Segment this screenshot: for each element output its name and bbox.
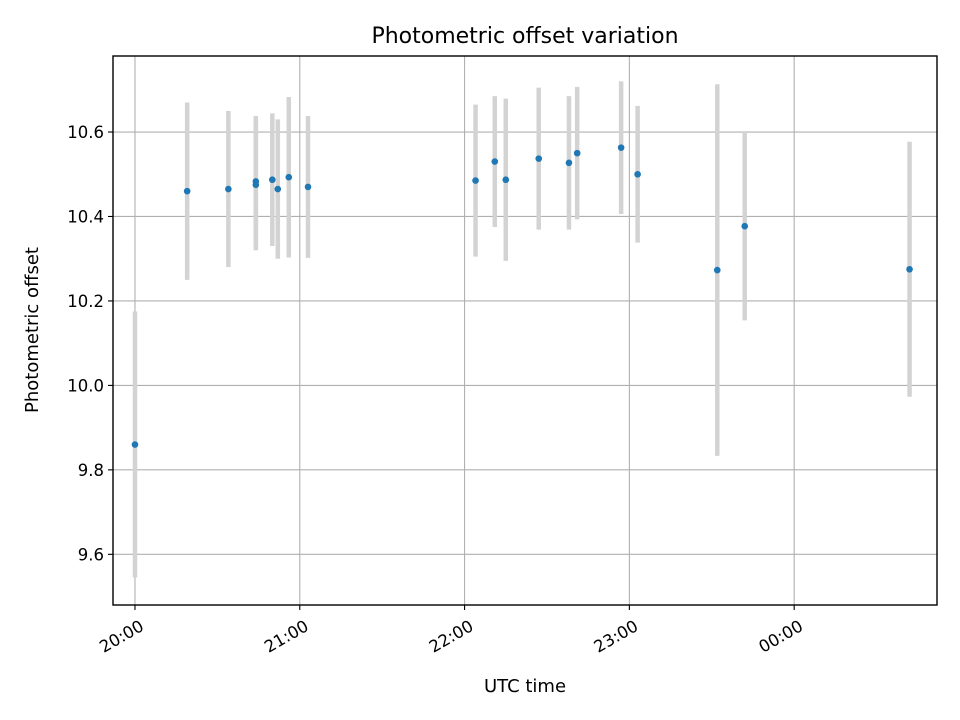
y-axis-label: Photometric offset bbox=[22, 247, 43, 413]
data-point bbox=[269, 176, 276, 184]
data-point bbox=[573, 149, 581, 157]
data-point bbox=[535, 155, 543, 162]
data-point bbox=[906, 265, 913, 273]
y-tick-label: 9.6 bbox=[78, 545, 104, 564]
data-point bbox=[183, 187, 191, 195]
data-point bbox=[502, 176, 510, 184]
plot-frame bbox=[112, 55, 938, 606]
data-point bbox=[617, 144, 625, 151]
y-tick-label: 10.0 bbox=[67, 376, 104, 395]
data-points bbox=[131, 144, 913, 448]
data-point bbox=[225, 185, 232, 193]
chart-title: Photometric offset variation bbox=[371, 24, 678, 49]
data-point bbox=[713, 266, 721, 274]
data-point bbox=[472, 177, 479, 184]
data-point bbox=[252, 181, 260, 189]
data-point bbox=[491, 158, 499, 165]
y-tick-label: 10.6 bbox=[67, 123, 104, 142]
data-point bbox=[274, 185, 282, 193]
data-point bbox=[741, 222, 749, 230]
grid-lines bbox=[113, 56, 937, 605]
data-point bbox=[565, 159, 573, 167]
y-tick-label: 10.2 bbox=[67, 292, 104, 311]
data-point bbox=[634, 170, 641, 178]
y-tick-label: 10.4 bbox=[67, 207, 104, 226]
x-axis-label: UTC time bbox=[484, 676, 566, 697]
y-axis-ticks: 9.6 9.8 10.0 10.2 10.4 10.6 bbox=[67, 123, 113, 564]
y-tick-label: 9.8 bbox=[78, 461, 104, 480]
data-point bbox=[285, 173, 293, 181]
data-point bbox=[131, 441, 139, 448]
data-point bbox=[304, 183, 312, 191]
